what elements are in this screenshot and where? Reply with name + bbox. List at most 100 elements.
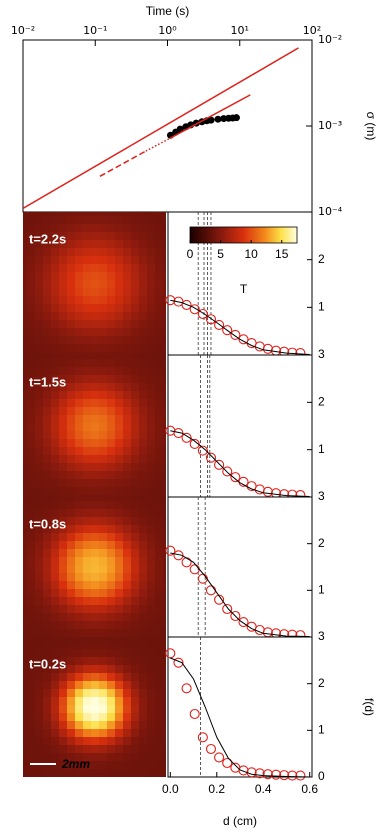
fit-line [23,48,299,209]
pixel [139,753,148,762]
pixel [123,471,132,480]
pixel [115,479,124,488]
pixel [19,541,28,550]
pixel [67,729,76,738]
pixel [115,657,124,666]
pixel [19,517,28,526]
pixel [91,240,100,249]
pixel [131,224,140,233]
pixel [75,573,84,582]
pixel [115,288,124,297]
pixel [75,367,84,376]
pixel [19,549,28,558]
pixel [115,737,124,746]
pixel [75,681,84,690]
pixel [115,463,124,472]
pixel [43,304,52,313]
pixel [155,721,164,730]
pixel [99,697,108,706]
pixel [147,565,156,574]
pixel [19,248,28,257]
pixel [123,296,132,305]
pixel [51,391,60,400]
pixel [75,737,84,746]
pixel [123,737,132,746]
pixel [139,721,148,730]
pixel [99,673,108,682]
pixel [91,288,100,297]
pixel [107,689,116,698]
pixel [139,597,148,606]
pixel [59,312,68,321]
pixel [131,272,140,281]
pixel [27,336,36,345]
pixel [67,525,76,534]
pixel [155,713,164,722]
pixel [59,737,68,746]
pixel [19,216,28,225]
pixel [35,431,44,440]
pixel [43,256,52,265]
pixel [115,280,124,289]
pixel [147,264,156,273]
pixel [67,288,76,297]
pixel [147,391,156,400]
pixel [19,605,28,614]
pixel [115,573,124,582]
pixel [139,565,148,574]
pixel [139,359,148,368]
pixel [59,721,68,730]
pixel [91,399,100,408]
pixel [155,359,164,368]
pixel [99,407,108,416]
pixel [67,256,76,265]
pixel [43,471,52,480]
pixel [83,689,92,698]
pixel [83,407,92,416]
pixel [147,463,156,472]
pixel [27,359,36,368]
pixel [75,565,84,574]
scale-bar-label: 2mm [61,757,90,771]
pixel [43,673,52,682]
pixel [139,729,148,738]
pixel [91,479,100,488]
pixel [107,501,116,510]
pixel [99,745,108,754]
pixel [123,383,132,392]
pixel [35,296,44,305]
pixel [107,681,116,690]
pixel [107,479,116,488]
pixel [27,479,36,488]
y-tick-label: 1 [318,442,325,456]
pixel [155,280,164,289]
pixel [147,533,156,542]
pixel [131,320,140,329]
time-label: t=2.2s [29,231,66,246]
pixel [43,565,52,574]
pixel [67,439,76,448]
pixel [19,629,28,638]
pixel [115,367,124,376]
pixel [67,431,76,440]
pixel [19,745,28,754]
pixel [27,280,36,289]
pixel [91,605,100,614]
pixel [67,383,76,392]
pixel [19,447,28,456]
pixel [35,208,44,217]
pixel [115,549,124,558]
pixel [147,745,156,754]
pixel [139,673,148,682]
pixel [91,447,100,456]
pixel [115,629,124,638]
pixel [147,280,156,289]
pixel [27,533,36,542]
pixel [51,557,60,566]
pixel [51,697,60,706]
pixel [99,224,108,233]
pixel [59,541,68,550]
pixel [27,407,36,416]
pixel [75,649,84,658]
pixel [51,272,60,281]
